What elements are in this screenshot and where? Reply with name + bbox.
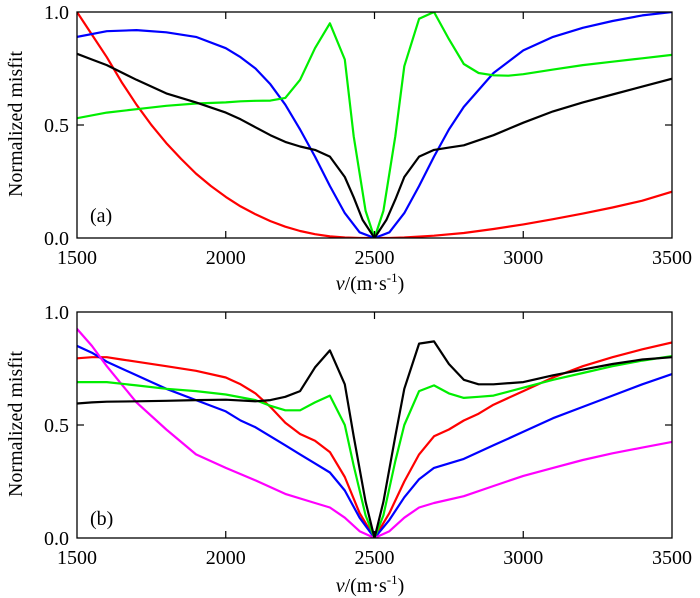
x-tick-label-a: 3000 bbox=[503, 247, 543, 269]
plot-frame-b bbox=[76, 311, 673, 539]
x-tick-label-b: 2000 bbox=[206, 547, 246, 569]
series-group-a bbox=[77, 12, 672, 238]
y-axis-label-b: Normalized misfit bbox=[5, 351, 27, 498]
x-axis-label-b: v/(m·s-1) bbox=[336, 572, 405, 597]
series-line-black-a bbox=[77, 52, 672, 238]
plot-frame-a bbox=[76, 11, 673, 239]
series-line-red-a bbox=[77, 12, 672, 238]
x-tick-label-a: 1500 bbox=[57, 247, 97, 269]
series-line-green-a bbox=[77, 12, 672, 238]
y-tick-label-a: 0.0 bbox=[44, 228, 69, 250]
x-tick-label-b: 3500 bbox=[652, 547, 692, 569]
series-line-blue-a bbox=[77, 12, 672, 238]
panel-a: Normalized misfit 1500 2000 2500 3000 3500 0.… bbox=[5, 2, 692, 295]
panel-label-b: (b) bbox=[90, 508, 113, 530]
y-tick-label-b: 0.5 bbox=[44, 415, 69, 437]
y-tick-label-a: 1.0 bbox=[44, 2, 69, 24]
plot-area-b: 1500 2000 2500 3000 3500 0.0 0.5 1.0 bbox=[44, 302, 692, 569]
series-line-blue-b bbox=[77, 344, 672, 538]
y-tick-label-a: 0.5 bbox=[44, 115, 69, 137]
y-tick-label-b: 1.0 bbox=[44, 302, 69, 324]
series-line-red-b bbox=[77, 341, 672, 538]
plot-area-a: 1500 2000 2500 3000 3500 0.0 0.5 1.0 bbox=[44, 2, 692, 269]
panel-label-a: (a) bbox=[90, 205, 112, 227]
series-line-magenta-b bbox=[77, 327, 672, 538]
x-tick-label-a: 2500 bbox=[355, 247, 395, 269]
series-line-black-b bbox=[77, 340, 672, 538]
x-tick-label-b: 3000 bbox=[503, 547, 543, 569]
series-line-green-b bbox=[77, 355, 672, 538]
x-tick-label-a: 3500 bbox=[652, 247, 692, 269]
series-group-b bbox=[77, 327, 672, 538]
y-axis-label-a: Normalized misfit bbox=[5, 51, 27, 198]
x-tick-label-b: 1500 bbox=[57, 547, 97, 569]
x-tick-label-b: 2500 bbox=[355, 547, 395, 569]
x-tick-label-a: 2000 bbox=[206, 247, 246, 269]
y-tick-label-b: 0.0 bbox=[44, 528, 69, 550]
panel-b: Normalized misfit 1500 2000 2500 3000 3500 0.… bbox=[5, 302, 692, 597]
x-axis-label-a: v/(m·s-1) bbox=[336, 270, 405, 295]
